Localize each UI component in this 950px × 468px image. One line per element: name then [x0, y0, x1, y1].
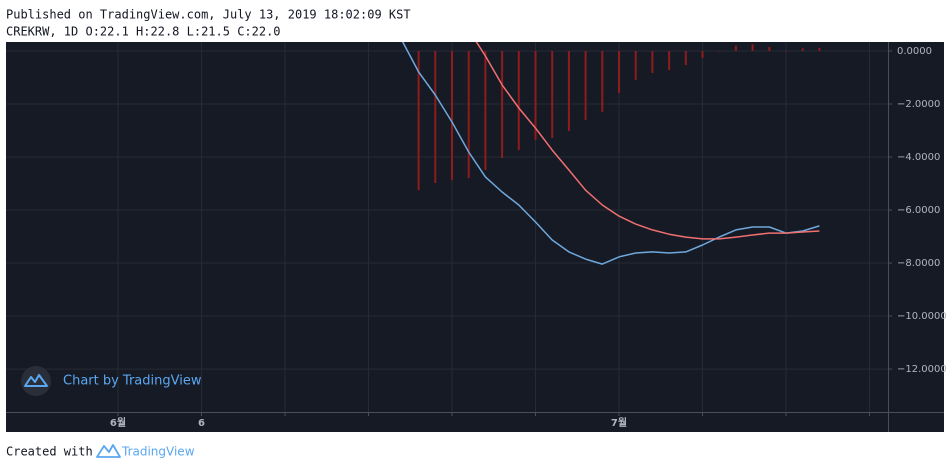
- histogram-bar: [751, 44, 754, 52]
- watermark-text[interactable]: Chart by TradingView: [63, 374, 202, 389]
- histogram-bar: [551, 51, 554, 138]
- histogram-bar: [818, 47, 821, 52]
- y-tick-label: −12.0000: [897, 364, 947, 375]
- y-tick-label: −8.0000: [897, 258, 940, 269]
- watermark-icon: [24, 374, 48, 387]
- indicator-line: [475, 42, 820, 240]
- watermark: Chart by TradingView: [21, 366, 202, 396]
- histogram-bar: [718, 51, 721, 52]
- histogram-bar: [768, 47, 771, 52]
- histogram-bar: [701, 51, 704, 58]
- footer-brand[interactable]: TradingView: [121, 445, 195, 459]
- histogram-bar: [734, 45, 737, 52]
- symbol-line: CREKRW, 1D O:22.1 H:22.8 L:21.5 C:22.0: [6, 25, 281, 39]
- y-tick-label: −4.0000: [897, 152, 940, 163]
- y-tick-label: −6.0000: [897, 205, 940, 216]
- histogram-bar: [434, 51, 437, 184]
- histogram-bar: [634, 51, 637, 80]
- histogram-bar: [801, 48, 804, 52]
- grid: [6, 42, 888, 412]
- y-tick-label: −10.0000: [897, 311, 947, 322]
- histogram-bar: [417, 51, 420, 191]
- y-tick-label: 0.0000: [897, 46, 932, 57]
- y-tick-label: −2.0000: [897, 99, 940, 110]
- histogram-bar: [467, 51, 470, 178]
- published-line: Published on TradingView.com, July 13, 2…: [6, 8, 411, 22]
- chart-background: [6, 42, 944, 432]
- histogram-bar: [651, 51, 654, 74]
- histogram-bar: [534, 51, 537, 141]
- histogram-bar: [618, 51, 620, 93]
- histogram-bar: [684, 51, 687, 66]
- histogram-bar: [484, 51, 487, 171]
- x-tick-label: 6월: [110, 417, 126, 429]
- histogram-bar: [584, 51, 587, 120]
- footer-logo: [96, 444, 121, 458]
- plot: [401, 42, 821, 265]
- histogram-bar: [785, 51, 787, 52]
- axes: 0.0000 −2.0000 −4.0000 −6.0000 −8.0000 −10.00…: [110, 46, 947, 429]
- histogram-bar: [451, 51, 453, 181]
- histogram-bar: [517, 51, 520, 151]
- histogram-bar: [501, 51, 504, 159]
- footer-prefix: Created with: [6, 445, 93, 459]
- x-tick-label: 7월: [611, 417, 627, 429]
- histogram-bar: [567, 51, 570, 132]
- x-tick-label: 6: [198, 418, 205, 429]
- histogram-bar: [668, 51, 671, 71]
- histogram-bar: [601, 51, 604, 112]
- indicator-line: [401, 42, 820, 265]
